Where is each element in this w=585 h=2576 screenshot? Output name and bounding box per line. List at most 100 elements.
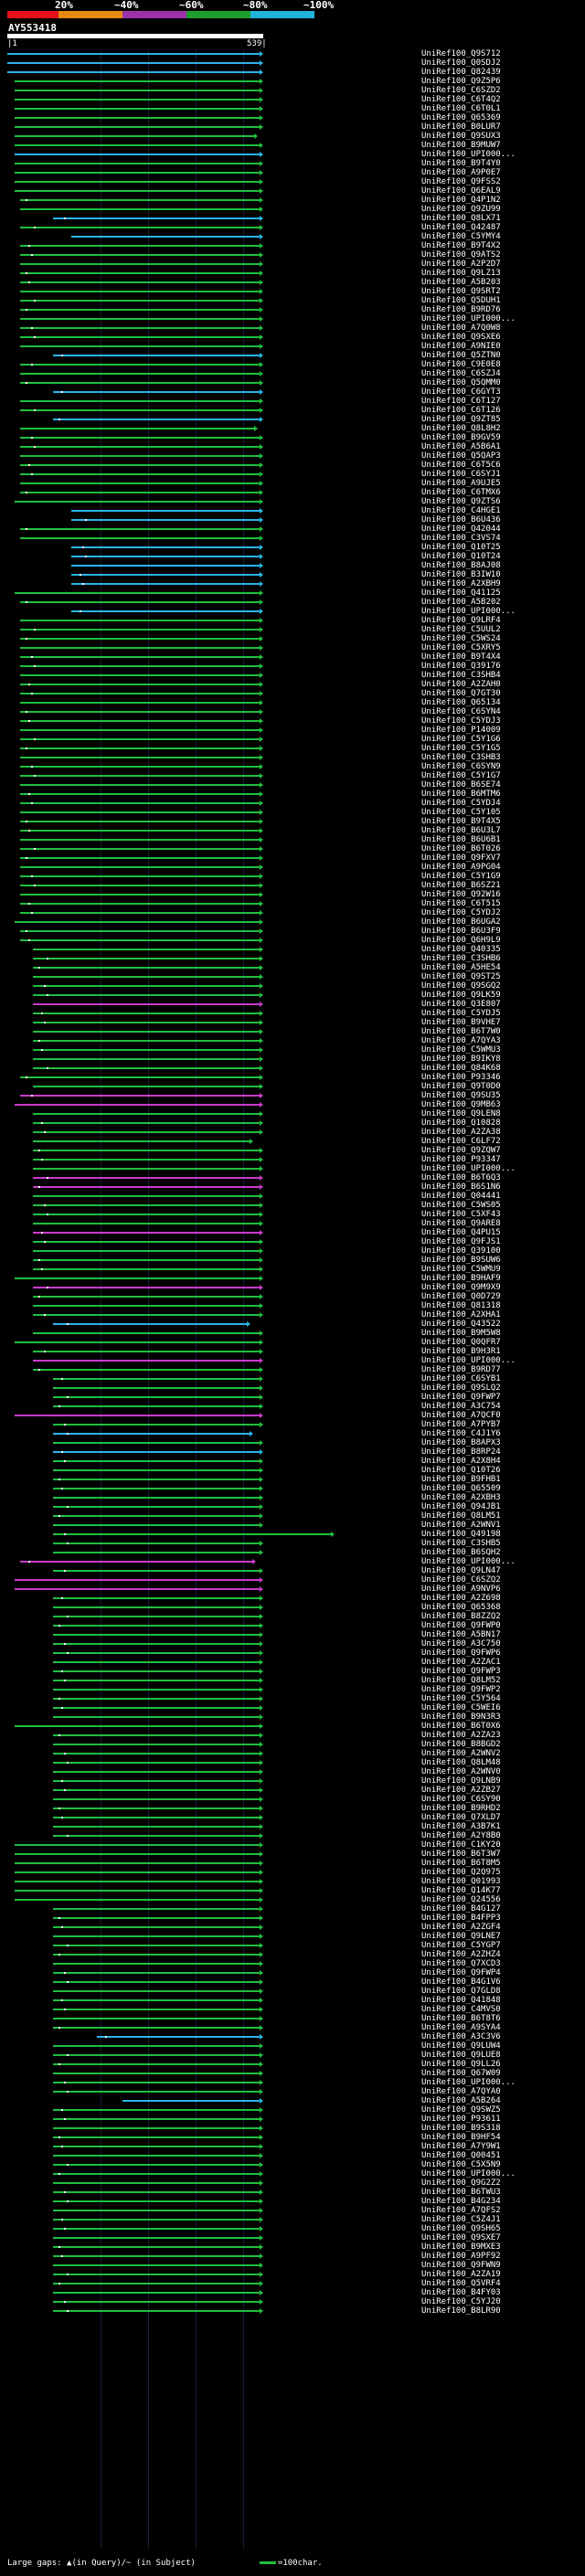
hit-label[interactable]: UniRef100_B4G1V6 <box>421 1977 501 1987</box>
hit-label[interactable]: UniRef100_UPI000... <box>421 1164 516 1173</box>
hit-row[interactable]: UniRef100_B9HF54 <box>0 2133 585 2142</box>
hit-row[interactable]: UniRef100_B8RP24 <box>0 1447 585 1457</box>
hit-label[interactable]: UniRef100_Q00451 <box>421 2151 501 2160</box>
hit-label[interactable]: UniRef100_B6T6Q3 <box>421 1173 501 1182</box>
hit-row[interactable]: UniRef100_Q2Q975 <box>0 1868 585 1877</box>
hit-row[interactable]: UniRef100_P93611 <box>0 2115 585 2124</box>
hit-row[interactable]: UniRef100_Q9ZQW7 <box>0 1146 585 1155</box>
hit-label[interactable]: UniRef100_B6U3F9 <box>421 927 501 936</box>
hit-row[interactable]: UniRef100_B6T8T6 <box>0 2014 585 2023</box>
hit-label[interactable]: UniRef100_Q01993 <box>421 1877 501 1886</box>
hit-label[interactable]: UniRef100_B4FPP3 <box>421 1913 501 1923</box>
hit-row[interactable]: UniRef100_Q9SGQ2 <box>0 981 585 991</box>
hit-label[interactable]: UniRef100_A5B202 <box>421 598 501 607</box>
hit-row[interactable]: UniRef100_B9H3R1 <box>0 1347 585 1356</box>
hit-label[interactable]: UniRef100_A7QYA3 <box>421 1036 501 1045</box>
hit-row[interactable]: UniRef100_C5Y1G6 <box>0 735 585 744</box>
hit-row[interactable]: UniRef100_Q9ATS2 <box>0 250 585 260</box>
hit-row[interactable]: UniRef100_Q04441 <box>0 1192 585 1201</box>
hit-label[interactable]: UniRef100_Q9SU35 <box>421 1091 501 1100</box>
hit-label[interactable]: UniRef100_UPI000... <box>421 314 516 323</box>
hit-label[interactable]: UniRef100_Q9ZTS6 <box>421 497 501 506</box>
hit-row[interactable]: UniRef100_A9UJE5 <box>0 479 585 488</box>
hit-label[interactable]: UniRef100_A2ZAH0 <box>421 680 501 689</box>
hit-label[interactable]: UniRef100_B6SE74 <box>421 780 501 790</box>
hit-label[interactable]: UniRef100_A2ZAC1 <box>421 1658 501 1667</box>
hit-label[interactable]: UniRef100_A3C3V6 <box>421 2032 501 2041</box>
hit-row[interactable]: UniRef100_C3SHB3 <box>0 753 585 762</box>
hit-row[interactable]: UniRef100_Q43522 <box>0 1320 585 1329</box>
hit-label[interactable]: UniRef100_B4G234 <box>421 2197 501 2206</box>
hit-row[interactable]: UniRef100_B4G127 <box>0 1904 585 1913</box>
hit-row[interactable]: UniRef100_B9M5W8 <box>0 1329 585 1338</box>
hit-label[interactable]: UniRef100_A2Y8B0 <box>421 1831 501 1840</box>
hit-label[interactable]: UniRef100_B0LUR7 <box>421 122 501 132</box>
hit-row[interactable]: UniRef100_C5YDJ3 <box>0 716 585 726</box>
hit-row[interactable]: UniRef100_A2XBH9 <box>0 579 585 588</box>
hit-label[interactable]: UniRef100_Q81318 <box>421 1301 501 1310</box>
hit-row[interactable]: UniRef100_C5YDJ4 <box>0 799 585 808</box>
hit-label[interactable]: UniRef100_C6SYB1 <box>421 1374 501 1383</box>
hit-label[interactable]: UniRef100_P93611 <box>421 2115 501 2124</box>
hit-label[interactable]: UniRef100_Q2Q975 <box>421 1868 501 1877</box>
hit-label[interactable]: UniRef100_Q65509 <box>421 1484 501 1493</box>
hit-label[interactable]: UniRef100_B9GV59 <box>421 433 501 442</box>
hit-label[interactable]: UniRef100_Q04441 <box>421 1192 501 1201</box>
hit-row[interactable]: UniRef100_C5WMU3 <box>0 1045 585 1055</box>
hit-label[interactable]: UniRef100_C6T0L1 <box>421 104 501 113</box>
hit-row[interactable]: UniRef100_B3IW10 <box>0 570 585 579</box>
hit-row[interactable]: UniRef100_Q9LNE7 <box>0 1932 585 1941</box>
hit-label[interactable]: UniRef100_C5YDJ5 <box>421 1009 501 1018</box>
hit-label[interactable]: UniRef100_Q8LM52 <box>421 1676 501 1685</box>
hit-label[interactable]: UniRef100_C5Y105 <box>421 808 501 817</box>
hit-label[interactable]: UniRef100_B6U3L7 <box>421 826 501 835</box>
hit-row[interactable]: UniRef100_Q9ZT85 <box>0 415 585 424</box>
hit-label[interactable]: UniRef100_Q10T24 <box>421 552 501 561</box>
hit-row[interactable]: UniRef100_Q84K68 <box>0 1064 585 1073</box>
hit-label[interactable]: UniRef100_C5YMY4 <box>421 232 501 241</box>
hit-label[interactable]: UniRef100_B9HF54 <box>421 2133 501 2142</box>
hit-label[interactable]: UniRef100_Q92W16 <box>421 890 501 899</box>
hit-label[interactable]: UniRef100_Q10T26 <box>421 1466 501 1475</box>
hit-label[interactable]: UniRef100_C5Y1G6 <box>421 735 501 744</box>
hit-label[interactable]: UniRef100_Q9FWP6 <box>421 1648 501 1658</box>
hit-row[interactable]: UniRef100_Q9FWP4 <box>0 1968 585 1977</box>
hit-label[interactable]: UniRef100_B6SQH2 <box>421 1548 501 1557</box>
hit-label[interactable]: UniRef100_A5BN17 <box>421 1630 501 1639</box>
hit-row[interactable]: UniRef100_C5WS24 <box>0 634 585 643</box>
hit-label[interactable]: UniRef100_Q39100 <box>421 1246 501 1256</box>
hit-row[interactable]: UniRef100_UPI000... <box>0 1164 585 1173</box>
hit-row[interactable]: UniRef100_B9SUW6 <box>0 1256 585 1265</box>
hit-row[interactable]: UniRef100_UPI000... <box>0 2078 585 2087</box>
hit-label[interactable]: UniRef100_Q49198 <box>421 1530 501 1539</box>
hit-label[interactable]: UniRef100_Q7GLD8 <box>421 1987 501 1996</box>
hit-label[interactable]: UniRef100_Q7GT30 <box>421 689 501 698</box>
hit-label[interactable]: UniRef100_UPI000... <box>421 607 516 616</box>
hit-label[interactable]: UniRef100_B8ZZQ2 <box>421 1612 501 1621</box>
hit-row[interactable]: UniRef100_C5Y105 <box>0 808 585 817</box>
hit-label[interactable]: UniRef100_C6T126 <box>421 406 501 415</box>
hit-label[interactable]: UniRef100_B9IKY8 <box>421 1055 501 1064</box>
hit-row[interactable]: UniRef100_A7QCF0 <box>0 1411 585 1420</box>
hit-row[interactable]: UniRef100_Q65368 <box>0 1603 585 1612</box>
hit-row[interactable]: UniRef100_A9PF92 <box>0 2252 585 2261</box>
hit-row[interactable]: UniRef100_C6SYN4 <box>0 707 585 716</box>
hit-row[interactable]: UniRef100_Q9G2Z2 <box>0 2178 585 2188</box>
hit-label[interactable]: UniRef100_C6T5C6 <box>421 461 501 470</box>
hit-label[interactable]: UniRef100_A2X8H4 <box>421 1457 501 1466</box>
hit-row[interactable]: UniRef100_C3SHB4 <box>0 671 585 680</box>
hit-row[interactable]: UniRef100_Q9T0D0 <box>0 1082 585 1091</box>
hit-row[interactable]: UniRef100_C5X5N9 <box>0 2160 585 2169</box>
hit-label[interactable]: UniRef100_B9RD76 <box>421 305 501 314</box>
hit-label[interactable]: UniRef100_B6UGA2 <box>421 917 501 927</box>
hit-row[interactable]: UniRef100_Q8LX71 <box>0 214 585 223</box>
hit-row[interactable]: UniRef100_Q9SXE6 <box>0 333 585 342</box>
hit-label[interactable]: UniRef100_B8RP24 <box>421 1447 501 1457</box>
hit-label[interactable]: UniRef100_C5XRY5 <box>421 643 501 652</box>
hit-row[interactable]: UniRef100_C4J1Y6 <box>0 1429 585 1438</box>
hit-label[interactable]: UniRef100_C5Y1G5 <box>421 744 501 753</box>
hit-row[interactable]: UniRef100_A9P0E7 <box>0 168 585 177</box>
hit-label[interactable]: UniRef100_Q5QAP3 <box>421 451 501 461</box>
hit-label[interactable]: UniRef100_B9T4X4 <box>421 652 501 662</box>
hit-row[interactable]: UniRef100_B9MXE3 <box>0 2242 585 2252</box>
